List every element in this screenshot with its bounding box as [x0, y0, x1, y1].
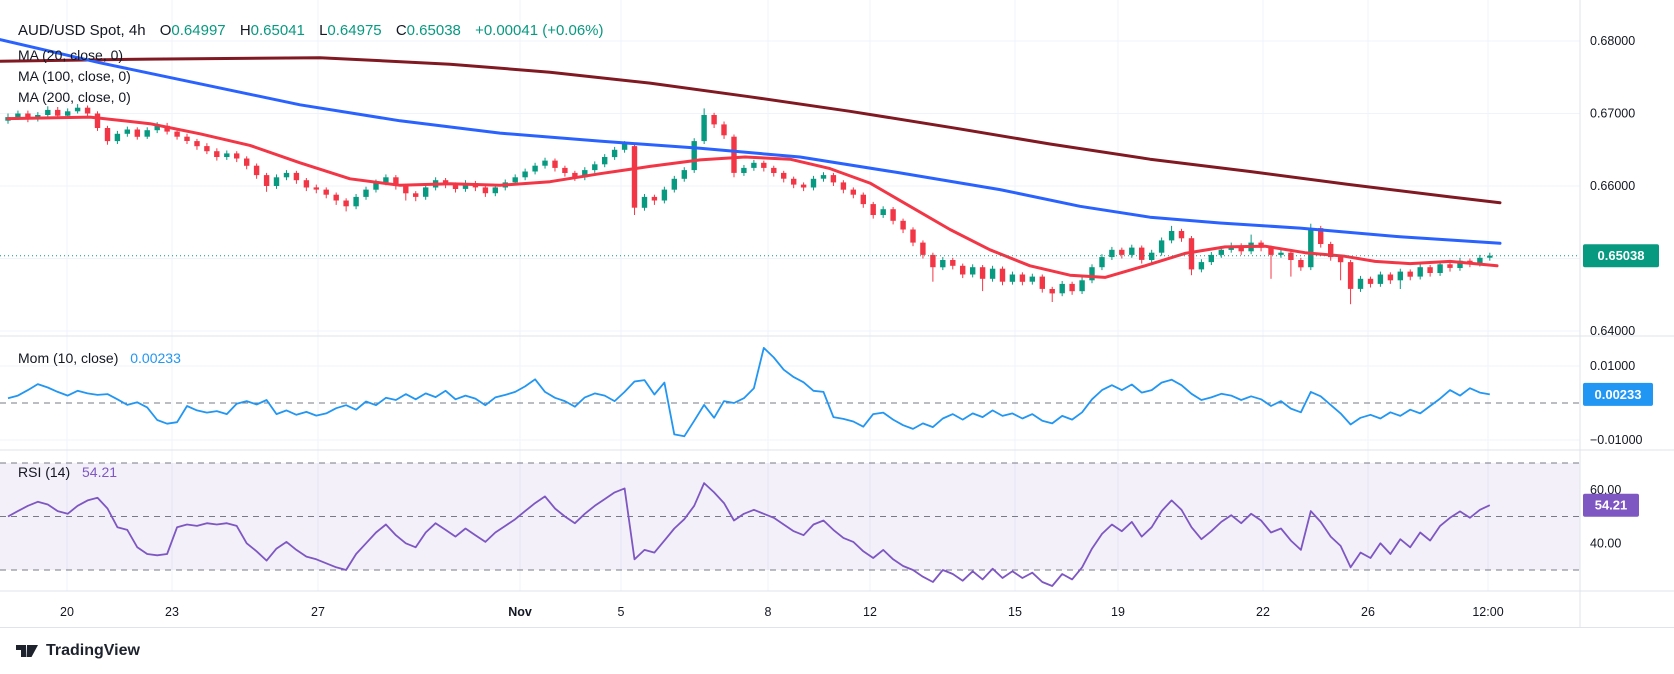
time-tick-label: 15: [1008, 605, 1022, 619]
tradingview-logo-text: TradingView: [46, 642, 140, 659]
price-tick-label: 0.68000: [1590, 34, 1635, 48]
svg-text:0.00233: 0.00233: [1595, 387, 1642, 402]
rsi-legend-value: 54.21: [82, 464, 118, 480]
tradingview-logo[interactable]: TradingView: [15, 641, 140, 661]
time-tick-label: 8: [765, 605, 772, 619]
change-value: +0.00041 (+0.06%): [475, 22, 604, 39]
symbol-header[interactable]: AUD/USD Spot, 4h O0.64997 H0.65041 L0.64…: [18, 22, 604, 39]
time-tick-label: 26: [1361, 605, 1375, 619]
candlestick-series[interactable]: [5, 104, 1493, 305]
rsi-value-badge: 54.21: [1583, 493, 1639, 517]
open-label: O: [159, 22, 172, 39]
legend-ma100-label: MA (100, close, 0): [18, 68, 131, 84]
time-tick-label: Nov: [508, 605, 532, 619]
price-scale[interactable]: 0.68000 0.67000 0.66000 0.64000 0.01000 −0.01…: [1583, 34, 1659, 550]
symbol-title: AUD/USD Spot, 4h: [18, 22, 146, 39]
legend-ma200[interactable]: MA (200, close, 0): [18, 89, 131, 105]
high-value: 0.65041: [250, 22, 305, 39]
momentum-line[interactable]: [7, 346, 1490, 438]
rsi-band: [0, 462, 1580, 571]
time-scale[interactable]: 20 23 27 Nov 5 8 12 15 19 22 26 12:00: [60, 605, 1504, 619]
rsi-line[interactable]: [7, 482, 1491, 587]
time-tick-label: 19: [1111, 605, 1125, 619]
ma100-line[interactable]: [0, 38, 1502, 245]
momentum-legend-label: Mom (10, close): [18, 350, 119, 366]
price-tick-label: 0.64000: [1590, 324, 1635, 338]
tradingview-logo-icon: [16, 645, 38, 657]
price-tick-label: 0.67000: [1590, 107, 1635, 121]
rsi-legend[interactable]: RSI (14) 54.21: [18, 464, 117, 480]
legend-ma20[interactable]: MA (20, close, 0): [18, 47, 123, 63]
legend-ma100[interactable]: MA (100, close, 0): [18, 68, 131, 84]
time-tick-label: 5: [618, 605, 625, 619]
legend-ma200-label: MA (200, close, 0): [18, 89, 131, 105]
legend-ma20-label: MA (20, close, 0): [18, 47, 124, 63]
ma20-line[interactable]: [6, 115, 1499, 279]
footer: TradingView: [0, 628, 1674, 674]
time-tick-label: 12:00: [1472, 605, 1503, 619]
price-tick-label: 0.66000: [1590, 179, 1635, 193]
momentum-tick-label: 0.01000: [1590, 359, 1635, 373]
last-price-badge: 0.65038: [1583, 244, 1659, 268]
time-tick-label: 20: [60, 605, 74, 619]
high-label: H: [239, 22, 251, 39]
momentum-legend[interactable]: Mom (10, close) 0.00233: [18, 350, 181, 366]
momentum-value-badge: 0.00233: [1583, 382, 1653, 406]
close-value: 0.65038: [406, 22, 461, 39]
low-label: L: [319, 22, 328, 39]
momentum-tick-label: −0.01000: [1590, 433, 1643, 447]
time-tick-label: 22: [1256, 605, 1270, 619]
time-tick-label: 27: [311, 605, 325, 619]
momentum-legend-value: 0.00233: [130, 350, 181, 366]
open-value: 0.64997: [171, 22, 226, 39]
close-label: C: [395, 22, 407, 39]
ma200-line[interactable]: [0, 56, 1502, 205]
time-tick-label: 23: [165, 605, 179, 619]
svg-text:54.21: 54.21: [1595, 498, 1628, 513]
rsi-tick-label: 60.00: [1590, 483, 1621, 497]
pane-separators: [0, 0, 1674, 628]
time-tick-label: 12: [863, 605, 877, 619]
rsi-legend-label: RSI (14): [18, 464, 71, 480]
low-value: 0.64975: [327, 22, 382, 39]
rsi-tick-label: 40.00: [1590, 536, 1621, 550]
chart-canvas[interactable]: 0.68000 0.67000 0.66000 0.64000 0.01000 −0.01…: [0, 0, 1674, 628]
svg-text:0.65038: 0.65038: [1598, 248, 1645, 263]
